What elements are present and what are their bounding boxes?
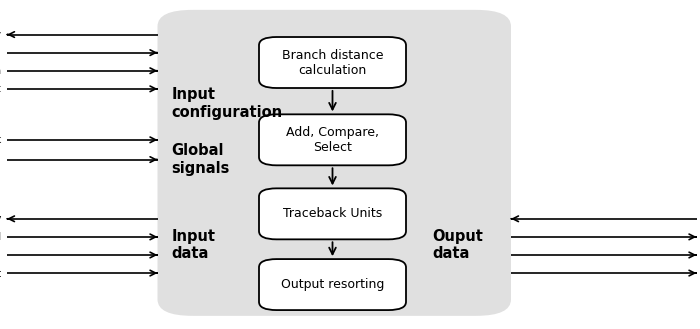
FancyBboxPatch shape <box>259 37 406 88</box>
Text: Add, Compare,
Select: Add, Compare, Select <box>286 126 379 154</box>
Text: aresetn: aresetn <box>0 155 1 164</box>
Text: s_axis_ctrl_tvalid: s_axis_ctrl_tvalid <box>0 47 1 58</box>
FancyBboxPatch shape <box>158 10 511 316</box>
Text: s_axis_input_tlast: s_axis_input_tlast <box>0 267 1 279</box>
FancyBboxPatch shape <box>259 259 406 310</box>
FancyBboxPatch shape <box>259 188 406 240</box>
Text: s_axis_ctrl_tlast: s_axis_ctrl_tlast <box>0 83 1 94</box>
Text: Input
data: Input data <box>172 229 216 261</box>
Text: s_axis_ctrl_tready: s_axis_ctrl_tready <box>0 29 1 40</box>
Text: s_axis_input_tdata: s_axis_input_tdata <box>0 249 1 261</box>
Text: Input
configuration: Input configuration <box>172 88 283 120</box>
Text: Branch distance
calculation: Branch distance calculation <box>281 48 384 77</box>
FancyBboxPatch shape <box>259 114 406 165</box>
Text: Ouput
data: Ouput data <box>432 229 483 261</box>
Text: Global
signals: Global signals <box>172 143 230 176</box>
Text: Output resorting: Output resorting <box>281 278 384 291</box>
Text: s_axis_ctrl_tdata: s_axis_ctrl_tdata <box>0 65 1 76</box>
Text: s_axis_input_tvalid: s_axis_input_tvalid <box>0 231 1 242</box>
Text: s_axis_input_tready: s_axis_input_tready <box>0 213 1 224</box>
Text: Traceback Units: Traceback Units <box>283 207 382 220</box>
Text: aclk: aclk <box>0 135 1 145</box>
